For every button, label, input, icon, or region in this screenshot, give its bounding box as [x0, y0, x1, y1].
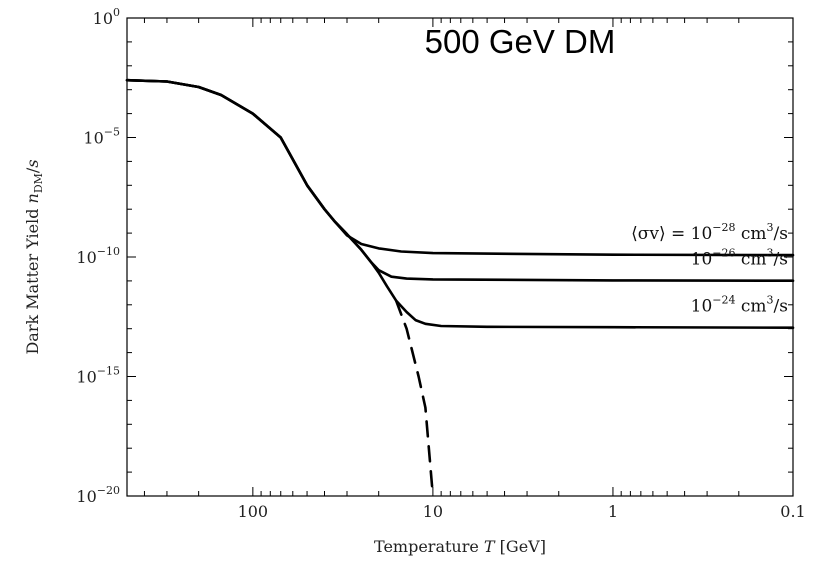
yield-curve-3 — [125, 78, 795, 329]
y-tick-label: 10−15 — [76, 365, 120, 387]
y-tick-label: 10−10 — [76, 245, 120, 267]
y-tick-label: 100 — [93, 6, 120, 28]
x-tick-label: 100 — [238, 502, 269, 521]
labels: 100 10 1 0.1 100 10−5 10−10 10−15 10−20 ⟨σv⟩ = 10… — [76, 6, 805, 521]
equilibrium-dashed-curve — [394, 299, 435, 498]
y-axis-label: Dark Matter Yield nDM/s — [23, 159, 45, 354]
x-tick-label: 0.1 — [780, 502, 805, 521]
chart-title: 500 GeV DM — [425, 23, 616, 60]
curve-label-3: 10−24 cm3/s — [691, 294, 788, 317]
ticks — [126, 17, 794, 497]
x-axis-label: Temperature T [GeV] — [374, 537, 546, 556]
curve-label-2: 10−26 cm3/s — [691, 247, 788, 270]
y-tick-label: 10−5 — [83, 126, 120, 148]
y-tick-label: 10−20 — [76, 484, 120, 506]
curves — [125, 78, 795, 498]
x-tick-label: 10 — [423, 502, 443, 521]
x-tick-label: 1 — [608, 502, 618, 521]
curve-label-1: ⟨σv⟩ = 10−28 cm3/s — [631, 221, 788, 244]
